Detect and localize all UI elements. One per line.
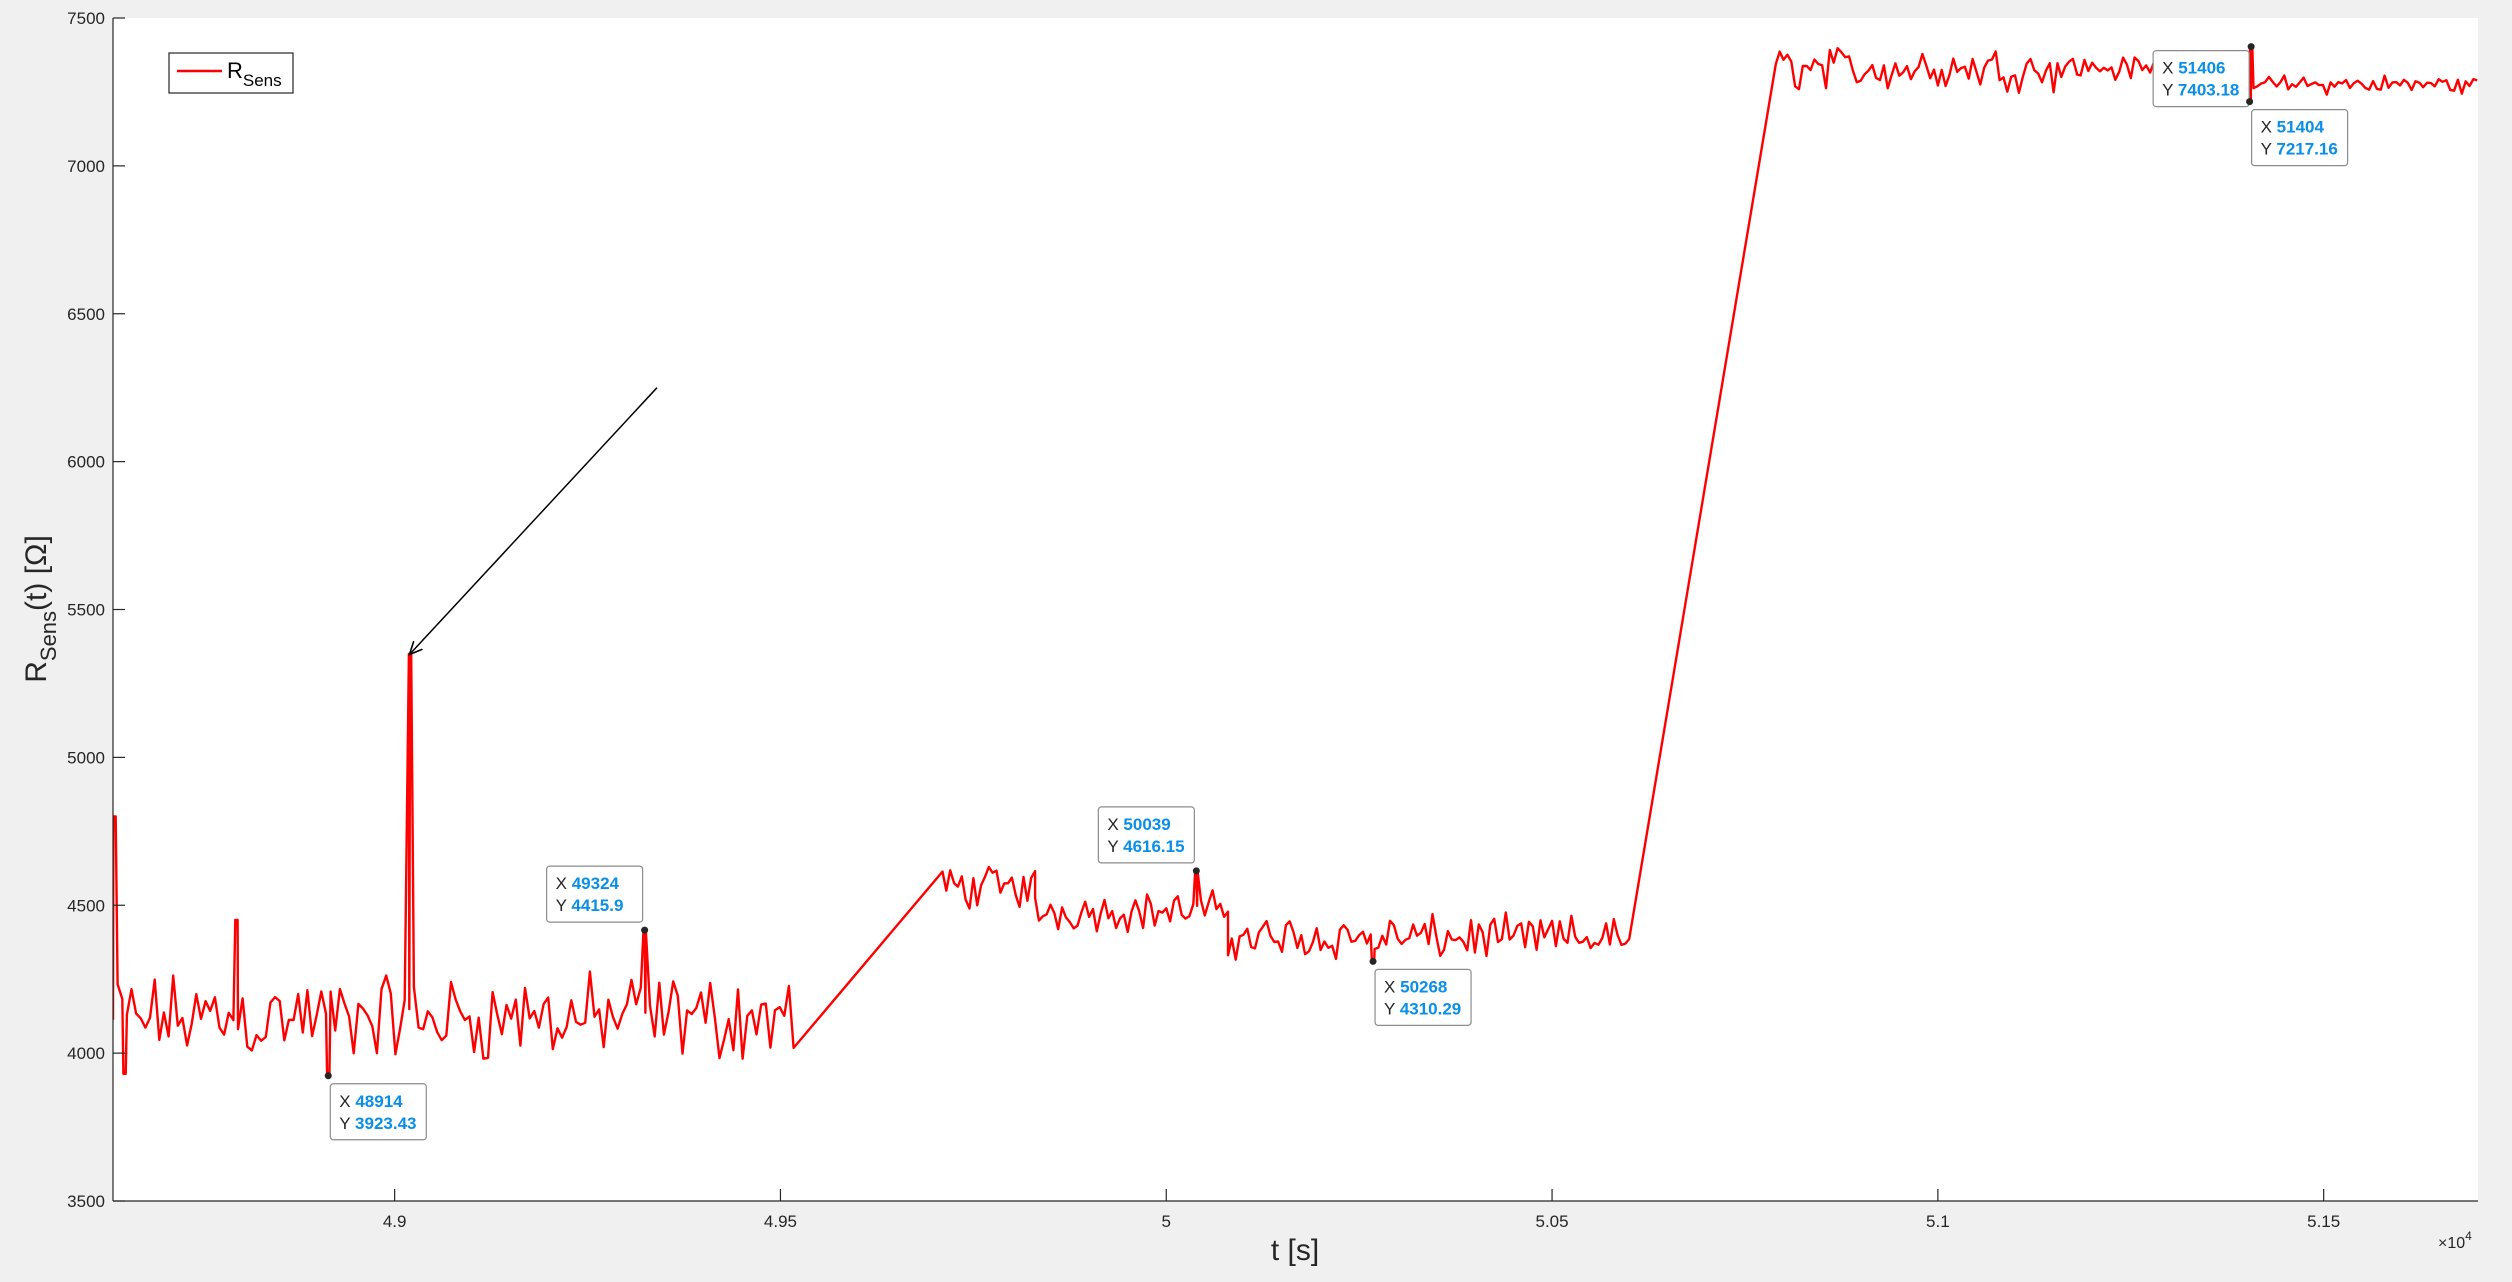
y-tick-label: 4500 [67,896,105,915]
datatip-y-key: Y [1384,999,1400,1018]
x-tick-label: 5.05 [1536,1212,1569,1231]
annotation-arrow [410,387,658,654]
datatip-y-value: 7217.16 [2276,140,2337,159]
datatip-marker [324,1072,332,1080]
datatip-x-value: 50039 [1123,815,1170,834]
datatip-marker [1192,867,1200,875]
y-tick-label: 5000 [67,748,105,767]
x-tick-label: 5.15 [2307,1212,2340,1231]
datatip-x-key: X [2162,59,2178,78]
datatip-box [329,1083,427,1141]
datatip-x-key: X [556,874,572,893]
datatip-y: Y 3923.43 [339,1114,416,1133]
datatip-y-key: Y [339,1114,355,1133]
datatip-box [2152,50,2250,108]
legend-entry-label: RSens [227,58,282,90]
datatip-x-key: X [2261,118,2277,137]
datatip-box [1374,968,1472,1026]
x-tick-label: 5 [1162,1212,1171,1231]
datatip-y: Y 4415.9 [556,896,624,915]
datatip-y-key: Y [1107,837,1123,856]
y-tick-label: 6500 [67,305,105,324]
datatip-marker [1369,957,1377,965]
datatip-x-value: 48914 [355,1092,403,1111]
datatip-x-value: 51404 [2277,118,2325,137]
datatip-x-value: 51406 [2178,59,2225,78]
datatip-y: Y 4310.29 [1384,999,1461,1018]
y-tick-label: 3500 [67,1192,105,1211]
datatip-y-key: Y [2261,140,2277,159]
y-tick-label: 4000 [67,1044,105,1063]
datatip-marker [641,926,649,934]
plot-area [113,18,2478,1201]
datatip-x-key: X [339,1092,355,1111]
datatip-x: X 50039 [1107,815,1170,834]
datatip-y: Y 7217.16 [2261,140,2338,159]
legend-entry-main: R [227,58,243,83]
datatip-y-value: 4310.29 [1400,999,1461,1018]
datatip-box [546,865,644,923]
y-axis-title-rest: (t) [Ω] [20,535,53,611]
datatip-x-key: X [1107,815,1123,834]
datatip-marker [2247,43,2255,51]
datatip-y-key: Y [556,896,572,915]
x-tick-label: 4.95 [764,1212,797,1231]
y-axis-title-main: R [20,661,53,683]
y-tick-label: 7000 [67,157,105,176]
y-axis-title-sub: Sens [36,611,61,661]
datatip-marker [2246,98,2254,106]
datatip-x-value: 50268 [1400,977,1447,996]
datatip-x: X 50268 [1384,977,1447,996]
legend-box [168,52,294,94]
datatip-y: Y 7403.18 [2162,81,2239,100]
datatip-box [2251,109,2349,167]
datatip-x-value: 49324 [572,874,620,893]
legend[interactable]: RSens [168,52,294,94]
datatip-x: X 51404 [2261,118,2325,137]
datatip-x: X 48914 [339,1092,403,1111]
x-axis-title: t [s] [1271,1234,1319,1267]
x-tick-label: 5.1 [1926,1212,1950,1231]
datatip-x: X 51406 [2162,59,2225,78]
y-tick-label: 6000 [67,453,105,472]
legend-entry-sub: Sens [243,71,282,90]
datatip-x: X 49324 [556,874,620,893]
x-exponent-power: 4 [2465,1229,2472,1243]
datatip-x-key: X [1384,977,1400,996]
datatip-y-value: 4415.9 [571,896,623,915]
y-axis-title: RSens(t) [Ω] [20,535,61,683]
x-exponent-label: ×104 [2438,1229,2472,1252]
datatip-y-value: 3923.43 [355,1114,416,1133]
datatip-y-value: 7403.18 [2178,81,2239,100]
datatip-y-key: Y [2162,81,2178,100]
x-exponent-base: ×10 [2438,1235,2465,1252]
datatip-y: Y 4616.15 [1107,837,1184,856]
x-tick-label: 4.9 [383,1212,407,1231]
datatip-box [1097,806,1195,864]
y-tick-label: 5500 [67,601,105,620]
y-tick-label: 7500 [67,9,105,28]
datatip-y-value: 4616.15 [1123,837,1184,856]
